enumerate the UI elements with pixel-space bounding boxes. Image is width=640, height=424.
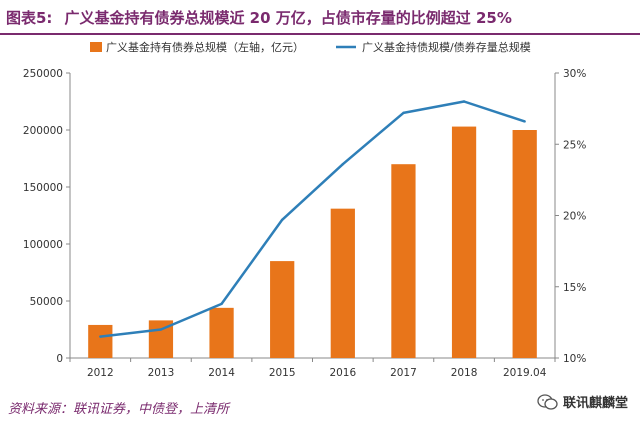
source-note: 资料来源：联讯证券，中债登，上清所 bbox=[8, 402, 230, 417]
legend-label-line: 广义基金持债规模/债券存量总规模 bbox=[362, 40, 531, 54]
left-tick-label: 100000 bbox=[23, 239, 63, 251]
right-tick-label: 10% bbox=[563, 353, 586, 365]
right-tick-label: 25% bbox=[563, 139, 586, 151]
bar bbox=[512, 130, 537, 358]
left-tick-label: 250000 bbox=[23, 68, 63, 80]
left-tick-label: 50000 bbox=[30, 296, 63, 308]
watermark: 联讯麒麟堂 bbox=[537, 392, 628, 411]
legend: 广义基金持有债券总规模（左轴，亿元） 广义基金持债规模/债券存量总规模 bbox=[90, 40, 531, 54]
line-point bbox=[220, 302, 223, 306]
bar bbox=[209, 307, 234, 358]
bar bbox=[88, 324, 113, 358]
line-point bbox=[280, 218, 284, 221]
legend-swatch-bar bbox=[90, 42, 102, 52]
bar bbox=[451, 126, 477, 358]
line-series bbox=[99, 100, 526, 338]
wechat-icon bbox=[537, 393, 558, 410]
x-tick-label: 2017 bbox=[390, 367, 417, 379]
x-tick-label: 2013 bbox=[148, 367, 175, 379]
watermark-text: 联讯麒麟堂 bbox=[562, 396, 628, 411]
right-tick-label: 30% bbox=[563, 68, 586, 80]
line-point bbox=[402, 111, 405, 115]
bar-series bbox=[88, 126, 537, 358]
chart-header: 图表5: 广义基金持有债券总规模近 20 万亿，占债市存量的比例超过 25% bbox=[6, 2, 634, 32]
bar bbox=[270, 261, 295, 358]
x-tick-label: 2012 bbox=[87, 367, 114, 379]
right-tick-label: 15% bbox=[563, 282, 586, 294]
line-point bbox=[99, 335, 102, 338]
left-tick-label: 150000 bbox=[23, 182, 63, 194]
x-tick-label: 2016 bbox=[329, 367, 356, 379]
line-point bbox=[523, 120, 526, 123]
right-tick-label: 20% bbox=[563, 211, 586, 223]
chart-title: 广义基金持有债券总规模近 20 万亿，占债市存量的比例超过 25% bbox=[64, 8, 512, 27]
bar bbox=[330, 208, 355, 358]
x-tick-label: 2019.04 bbox=[503, 367, 547, 379]
axes: 0 50000 100000 150000 200000 250000 10% 15% 20% 2… bbox=[23, 68, 586, 379]
ratio-line bbox=[100, 100, 526, 338]
x-tick-label: 2014 bbox=[208, 367, 235, 379]
x-tick-label: 2015 bbox=[269, 367, 296, 379]
combo-chart: 广义基金持有债券总规模（左轴，亿元） 广义基金持债规模/债券存量总规模 0 500… bbox=[23, 40, 586, 379]
line-point bbox=[462, 100, 466, 103]
x-tick-label: 2018 bbox=[451, 367, 478, 379]
left-tick-label: 0 bbox=[56, 353, 63, 365]
title-divider bbox=[0, 33, 640, 35]
left-tick-label: 200000 bbox=[23, 125, 63, 137]
bar bbox=[391, 164, 416, 358]
line-point bbox=[341, 163, 345, 166]
figure-label: 图表5: bbox=[6, 8, 53, 27]
line-point bbox=[159, 328, 163, 331]
legend-label-bar: 广义基金持有债券总规模（左轴，亿元） bbox=[106, 40, 304, 54]
